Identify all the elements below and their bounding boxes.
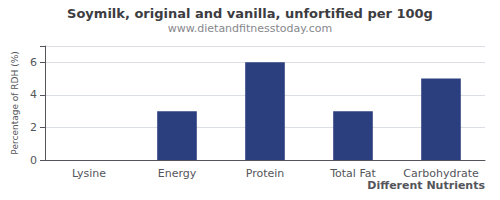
svg-text:www.dietandfitnesstoday.com: www.dietandfitnesstoday.com xyxy=(168,22,332,35)
svg-text:Total Fat: Total Fat xyxy=(329,167,376,180)
svg-text:2: 2 xyxy=(30,121,37,134)
svg-text:Soymilk, original and vanilla,: Soymilk, original and vanilla, unfortifi… xyxy=(67,6,433,21)
svg-text:Energy: Energy xyxy=(158,167,197,180)
svg-text:Protein: Protein xyxy=(246,167,285,180)
svg-text:Percentage of RDH (%): Percentage of RDH (%) xyxy=(10,51,20,154)
svg-text:Carbohydrate: Carbohydrate xyxy=(403,167,479,180)
svg-text:Lysine: Lysine xyxy=(72,167,106,180)
svg-text:6: 6 xyxy=(30,56,37,69)
svg-text:0: 0 xyxy=(30,154,37,167)
svg-text:4: 4 xyxy=(30,88,37,101)
svg-text:Different Nutrients: Different Nutrients xyxy=(367,179,485,192)
